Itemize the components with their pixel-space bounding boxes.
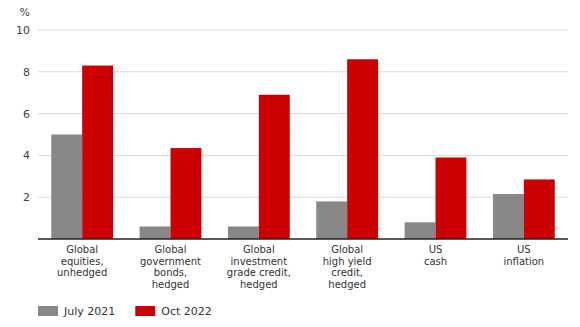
x-tick-label: USinflation [503,244,544,267]
bar [171,148,202,239]
grid-line [38,155,568,156]
x-tick-label: Globalequities,unhedged [57,244,107,278]
bars [51,59,555,239]
x-axis-line [38,238,568,240]
grid-line [38,71,568,72]
grid-line [38,30,568,31]
y-tick-label: 4 [23,149,30,162]
grid-line [38,197,568,198]
legend-swatch [135,306,155,316]
bar [259,95,290,239]
bar [436,157,467,239]
legend-label: July 2021 [63,305,115,318]
bar [347,59,378,239]
chart: 2 4 6 8 10% Globalequities,unhedged Globalgove… [0,0,580,327]
bar [493,194,524,239]
bar [82,66,113,239]
y-tick-label: 6 [23,108,30,121]
bar [51,135,82,240]
legend-label: Oct 2022 [161,305,212,318]
y-axis-label: % [20,6,30,19]
x-tick-label: Globalinvestmentgrade credit,hedged [227,244,291,290]
y-tick-label: 2 [23,191,30,204]
legend: July 2021 Oct 2022 [38,305,212,318]
bar [405,222,436,239]
x-tick-label: Globalhigh yieldcredit,hedged [323,244,372,290]
grid-line [38,113,568,114]
y-tick-label: 8 [23,66,30,79]
bar [228,226,259,239]
bar [140,226,171,239]
x-tick-label: UScash [424,244,447,267]
bar [316,201,347,239]
grid [38,30,568,197]
y-tick-label: 10 [16,24,30,37]
bar [524,179,555,239]
legend-swatch [38,306,58,316]
x-tick-label: Globalgovernmentbonds,hedged [140,244,201,290]
